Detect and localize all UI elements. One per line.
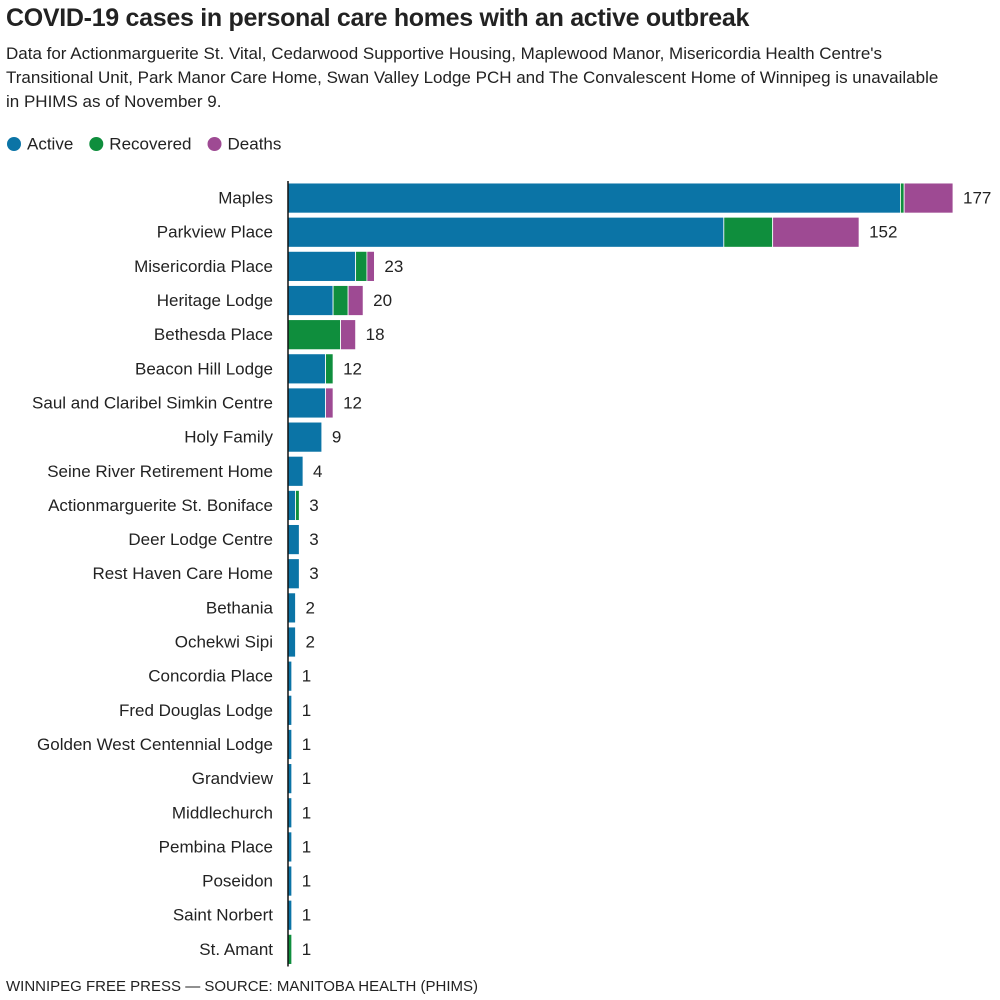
y-tick-label: Concordia Place	[148, 667, 273, 686]
total-label: 1	[302, 735, 311, 754]
bar-segment	[287, 216, 725, 248]
y-tick-label: Bethesda Place	[154, 325, 273, 344]
total-label: 18	[366, 325, 385, 344]
legend-swatch	[207, 137, 222, 151]
total-label: 1	[302, 837, 311, 856]
total-label: 12	[343, 393, 362, 412]
source-note: WINNIPEG FREE PRESS — SOURCE: MANITOBA H…	[6, 978, 479, 995]
y-tick-label: Rest Haven Care Home	[93, 564, 273, 583]
bar-segment	[332, 285, 349, 316]
bar-segment	[347, 285, 364, 316]
bar-segment	[903, 182, 954, 214]
bar-segment	[295, 490, 300, 521]
bar-segment	[772, 216, 860, 248]
chart-subtitle: Data for Actionmarguerite St. Vital, Ced…	[6, 44, 939, 111]
total-label: 1	[302, 803, 311, 822]
bar-segment	[340, 319, 357, 351]
bar-segment	[287, 285, 334, 316]
total-label: 4	[313, 462, 322, 481]
y-tick-label: Parkview Place	[157, 223, 273, 242]
total-label: 152	[869, 223, 897, 242]
bar-segment	[325, 387, 334, 419]
y-tick-label: Bethania	[206, 598, 274, 617]
bar-segment	[287, 421, 323, 453]
bar-segment	[287, 592, 296, 624]
y-tick-label: Middlechurch	[172, 803, 273, 822]
total-label: 3	[309, 564, 318, 583]
bar-segment	[366, 250, 375, 282]
y-tick-label: Golden West Centennial Lodge	[37, 735, 273, 754]
bar-segment	[287, 319, 341, 351]
total-label: 177	[963, 189, 991, 208]
bar-segment	[287, 353, 326, 385]
legend-swatch	[89, 137, 104, 151]
bar-segment	[355, 250, 368, 282]
chart-title: COVID-19 cases in personal care homes wi…	[6, 4, 750, 32]
bar-segment	[287, 182, 901, 214]
bar-segment	[900, 182, 905, 214]
total-label: 1	[302, 769, 311, 788]
total-label: 20	[373, 291, 392, 310]
total-label: 3	[309, 496, 318, 515]
y-tick-label: Poseidon	[202, 872, 273, 891]
y-tick-label: Saul and Claribel Simkin Centre	[32, 393, 273, 412]
y-tick-label: Deer Lodge Centre	[128, 530, 273, 549]
bar-segment	[287, 490, 296, 521]
y-tick-label: Maples	[218, 189, 273, 208]
y-tick-label: Seine River Retirement Home	[47, 462, 273, 481]
bar-segment	[287, 250, 357, 282]
total-label: 2	[306, 598, 315, 617]
total-label: 23	[384, 257, 403, 276]
legend-label: Deaths	[228, 134, 282, 153]
legend-swatch	[7, 137, 21, 151]
total-label: 1	[302, 667, 311, 686]
total-label: 1	[302, 872, 311, 891]
y-tick-label: Saint Norbert	[173, 906, 273, 925]
total-label: 1	[302, 906, 311, 925]
y-tick-label: Misericordia Place	[134, 257, 273, 276]
y-tick-label: Ochekwi Sipi	[175, 633, 273, 652]
y-tick-label: St. Amant	[199, 940, 273, 959]
total-label: 2	[306, 633, 315, 652]
y-tick-label: Fred Douglas Lodge	[119, 701, 273, 720]
y-tick-label: Grandview	[192, 769, 274, 788]
legend-label: Active	[27, 134, 73, 153]
bar-segment	[325, 353, 334, 385]
total-label: 3	[309, 530, 318, 549]
y-tick-label: Heritage Lodge	[157, 291, 273, 310]
bar-segment	[287, 558, 300, 590]
legend-label: Recovered	[109, 134, 191, 153]
total-label: 1	[302, 701, 311, 720]
total-label: 12	[343, 359, 362, 378]
bar-segment	[723, 216, 774, 248]
total-label: 1	[302, 940, 311, 959]
bar-segment	[287, 387, 326, 419]
bar-segment	[287, 524, 300, 555]
y-tick-label: Beacon Hill Lodge	[135, 359, 273, 378]
bar-segment	[287, 455, 304, 487]
total-label: 9	[332, 428, 341, 447]
y-tick-label: Holy Family	[184, 428, 273, 447]
bar-segment	[287, 626, 296, 658]
y-tick-label: Actionmarguerite St. Boniface	[48, 496, 273, 515]
y-tick-label: Pembina Place	[159, 837, 273, 856]
